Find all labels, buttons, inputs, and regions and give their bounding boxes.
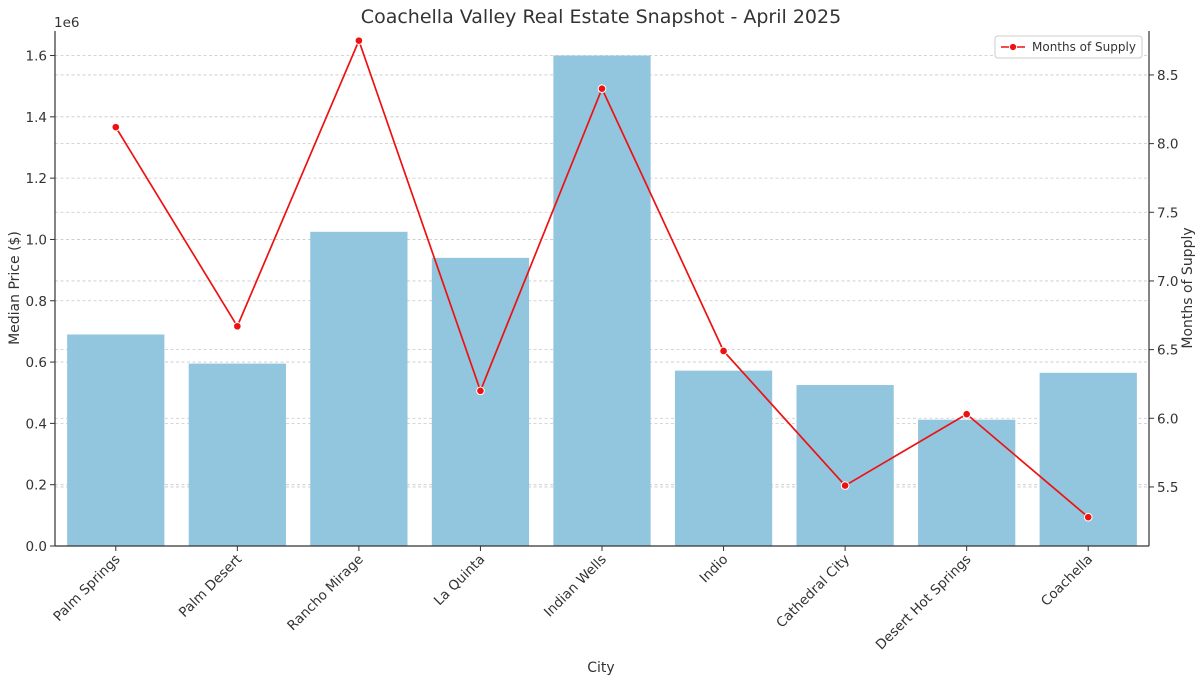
bar <box>918 419 1016 546</box>
x-tick-label: Palm Desert <box>176 552 245 621</box>
y-tick-label: 0.2 <box>26 478 47 494</box>
supply-point <box>233 321 242 331</box>
x-axis-label: City <box>587 660 614 676</box>
y-tick-label: 0.4 <box>26 416 47 432</box>
bar <box>67 334 165 546</box>
supply-point <box>476 386 485 396</box>
x-tick-label: Desert Hot Springs <box>873 552 975 654</box>
y-tick-label: 0.0 <box>26 539 47 555</box>
bar <box>674 370 773 546</box>
supply-point <box>719 346 728 356</box>
x-tick-label: Cathedral City <box>773 552 853 632</box>
x-tick-label: Indio <box>697 552 732 587</box>
y2-tick-label: 5.5 <box>1157 480 1178 496</box>
y-tick-label: 0.6 <box>26 355 47 371</box>
x-tick-label: Coachella <box>1038 552 1096 610</box>
bar <box>553 55 651 547</box>
supply-point <box>962 409 971 419</box>
x-tick-label: La Quinta <box>431 552 488 609</box>
x-tick-label: Indian Wells <box>541 552 610 621</box>
y2-tick-label: 6.0 <box>1157 411 1178 427</box>
bar <box>188 363 286 546</box>
bar <box>310 231 408 546</box>
supply-point <box>597 84 607 93</box>
y2-axis-label: Months of Supply <box>1180 227 1196 348</box>
x-tick-label: Palm Springs <box>50 552 123 625</box>
legend-marker-swatch <box>1008 42 1018 52</box>
chart-title: Coachella Valley Real Estate Snapshot - … <box>361 6 841 28</box>
y-tick-label: 1.6 <box>26 49 47 65</box>
y2-tick-label: 7.0 <box>1157 274 1178 290</box>
y2-tick-label: 8.5 <box>1157 68 1178 84</box>
y2-tick-label: 8.0 <box>1157 137 1178 153</box>
supply-point <box>111 122 121 132</box>
y-offset-text: 1e6 <box>54 15 79 31</box>
legend-label: Months of Supply <box>1032 40 1136 54</box>
y-tick-label: 1.0 <box>26 232 47 248</box>
y2-tick-label: 6.5 <box>1157 343 1178 359</box>
y-tick-label: 0.8 <box>26 294 47 310</box>
bar <box>431 257 530 546</box>
y-axis-label: Median Price ($) <box>7 231 23 345</box>
supply-point <box>1083 512 1093 522</box>
legend-box <box>994 35 1143 59</box>
supply-point <box>840 481 850 490</box>
bar-series <box>67 55 1137 547</box>
y2-tick-label: 7.5 <box>1157 205 1178 221</box>
y-tick-label: 1.2 <box>26 171 47 187</box>
supply-point <box>354 36 364 45</box>
line-series <box>111 36 1093 522</box>
y-tick-label: 1.4 <box>26 110 47 126</box>
bar <box>796 385 894 546</box>
legend: Months of Supply <box>994 35 1143 59</box>
x-tick-label: Rancho Mirage <box>284 552 366 634</box>
